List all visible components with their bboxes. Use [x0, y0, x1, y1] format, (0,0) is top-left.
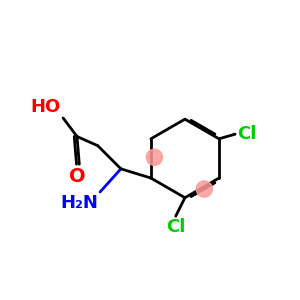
Text: Cl: Cl [166, 218, 185, 236]
Text: Cl: Cl [237, 125, 257, 143]
Text: HO: HO [31, 98, 61, 116]
Circle shape [196, 181, 212, 197]
Circle shape [146, 149, 163, 165]
Text: O: O [69, 167, 85, 185]
Text: H₂N: H₂N [60, 194, 98, 212]
